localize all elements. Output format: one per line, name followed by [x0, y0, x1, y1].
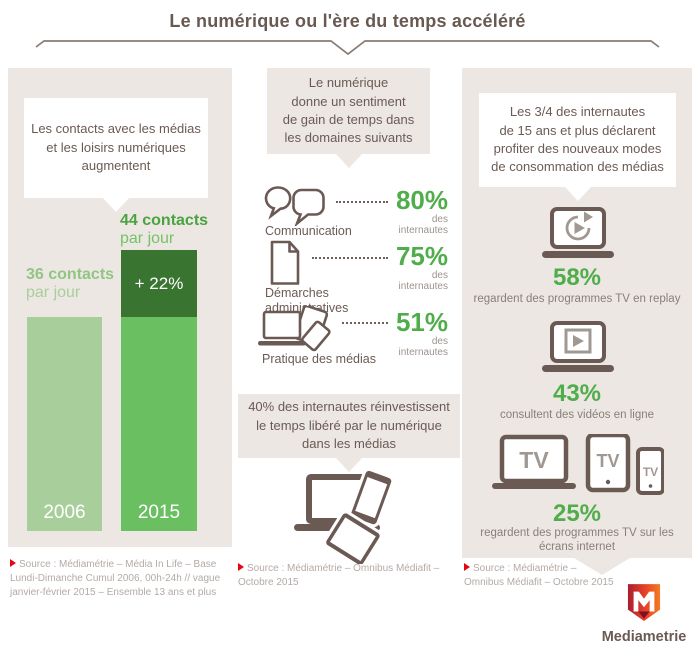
- tv-screens-icon: TV TV TV: [492, 432, 665, 502]
- middle-callout-2: 40% des internautes réinvestissent le te…: [238, 394, 460, 472]
- middle-item-3-stat: 51% des internautes: [380, 309, 448, 358]
- laptop-video-icon: [540, 320, 616, 383]
- right-source-line2: Omnibus Médiafit – Octobre 2015: [464, 577, 614, 588]
- left-source-line2: Lundi-Dimanche Cumul 2006, 00h-24h // va…: [10, 573, 221, 584]
- middle-callout2-line2: le temps libéré par le numérique: [256, 417, 442, 433]
- dotted-line: [312, 257, 388, 259]
- mediametrie-logo-text: Mediametrie: [601, 629, 687, 645]
- right-panel: Les 3/4 des internautes de 15 ans et plu…: [462, 68, 692, 575]
- source-arrow-icon: [464, 563, 470, 571]
- right-item-3-caption: regardent des programmes TV sur les écra…: [480, 527, 674, 554]
- source-arrow-icon: [238, 563, 244, 571]
- bar-label-2015-sub: par jour: [120, 229, 175, 247]
- bar-2006: 2006: [27, 317, 102, 531]
- bar-label-2015-value: 44 contacts: [120, 212, 209, 229]
- middle-callout2-line3: dans les médias: [302, 436, 396, 452]
- title-divider: [35, 40, 660, 56]
- media-devices-icon: [258, 304, 332, 359]
- middle-item-3-label: Pratique des médias: [262, 352, 376, 366]
- left-callout-text: Les contacts avec les médias et les lois…: [31, 121, 201, 174]
- middle-callout-line2: donne un sentiment: [291, 93, 406, 109]
- svg-text:TV: TV: [596, 451, 619, 471]
- page-title: Le numérique ou l'ère du temps accéléré: [169, 11, 526, 31]
- bar-label-2015: 44 contacts par jour: [120, 212, 208, 248]
- right-source: Source : Médiamétrie – Omnibus Médiafit …: [464, 562, 664, 590]
- bar-label-2006-value: 36 contacts: [26, 266, 115, 283]
- left-panel: Les contacts avec les médias et les lois…: [8, 68, 232, 547]
- svg-text:TV: TV: [643, 465, 658, 479]
- right-item-1-value: 58%: [552, 264, 602, 291]
- middle-item-2-value: 75%: [395, 241, 448, 271]
- middle-item-1-label: Communication: [265, 224, 352, 238]
- middle-callout: Le numérique donne un sentiment de gain …: [267, 68, 430, 168]
- middle-source-line1: Source : Médiamétrie – Omnibus Médiafit …: [247, 563, 440, 574]
- middle-item-3-value: 51%: [395, 307, 448, 337]
- middle-item-1-stat: 80% des internautes: [380, 187, 448, 236]
- middle-callout-line3: de gain de temps dans: [282, 112, 415, 127]
- right-callout-line2: de 15 ans et plus déclarent: [499, 122, 656, 138]
- bar-label-2006-sub: par jour: [26, 283, 81, 301]
- right-callout-line1: Les 3/4 des internautes: [509, 104, 646, 120]
- devices-cluster-icon: [286, 467, 414, 569]
- right-callout-line3: profiter des nouveaux modes: [493, 141, 662, 156]
- document-icon: [268, 239, 302, 292]
- left-source: Source : Médiamétrie – Média In Life – B…: [10, 558, 232, 600]
- bar-label-2006: 36 contacts par jour: [26, 266, 114, 302]
- right-callout: Les 3/4 des internautes de 15 ans et plu…: [479, 93, 676, 201]
- mediametrie-logo: Mediametrie: [596, 584, 692, 645]
- svg-text:TV: TV: [519, 447, 549, 473]
- source-arrow-icon: [10, 559, 16, 567]
- middle-item-1-value: 80%: [395, 185, 448, 215]
- bar-2006-year: 2006: [43, 502, 86, 523]
- middle-callout2-line1: 40% des internautes réinvestissent: [248, 399, 450, 415]
- middle-source: Source : Médiamétrie – Omnibus Médiafit …: [238, 562, 456, 590]
- middle-item-3-unit: des internautes: [398, 336, 448, 358]
- left-source-line3: janvier-février 2015 – Ensemble 13 ans e…: [10, 587, 217, 598]
- middle-source-line2: Octobre 2015: [238, 577, 299, 588]
- left-source-line1: Source : Médiamétrie – Média In Life – B…: [19, 559, 217, 570]
- middle-callout-line4: les domaines suivants: [284, 130, 413, 146]
- left-callout: Les contacts avec les médias et les lois…: [24, 98, 208, 212]
- mediametrie-logo-icon: [627, 584, 661, 626]
- middle-callout-line1: Le numérique: [308, 75, 389, 91]
- laptop-replay-icon: [540, 206, 616, 269]
- right-item-1-caption: regardent des programmes TV en replay: [473, 293, 681, 305]
- dotted-line: [342, 322, 388, 324]
- bar-2015-year: 2015: [137, 502, 181, 523]
- middle-item-2-unit: des internautes: [398, 270, 448, 292]
- dotted-line: [336, 201, 388, 203]
- middle-item-2-stat: 75% des internautes: [380, 243, 448, 292]
- right-item-2-value: 43%: [552, 380, 602, 407]
- middle-item-1-unit: des internautes: [398, 214, 448, 236]
- right-callout-line4: de consommation des médias: [491, 159, 664, 175]
- right-item-3-value: 25%: [552, 500, 602, 527]
- right-item-2-caption: consultent des vidéos en ligne: [499, 409, 655, 421]
- bar-2015-delta-badge: + 22%: [121, 250, 197, 317]
- bar-2015: + 22% 2015: [121, 250, 197, 531]
- speech-bubbles-icon: [263, 184, 329, 231]
- right-source-line1: Source : Médiamétrie –: [473, 563, 577, 574]
